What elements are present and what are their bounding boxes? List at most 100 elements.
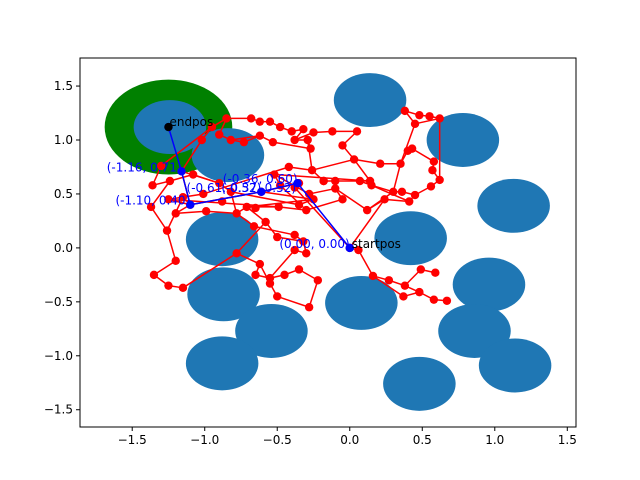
x-tick-label-3: 0.0 — [340, 433, 359, 447]
tree-node-79 — [416, 265, 426, 274]
tree-edge-83 — [153, 260, 177, 276]
tree-edge-5 — [180, 139, 203, 172]
tree-node-69 — [400, 106, 410, 116]
y-tick-label-4: 0.5 — [54, 187, 73, 201]
tree-node-50 — [302, 249, 311, 258]
tree-node-56 — [367, 181, 376, 190]
tree-node-52 — [302, 205, 311, 215]
y-tick-label-1: −1.0 — [44, 349, 73, 363]
tree-node-72 — [435, 114, 444, 123]
tree-node-32 — [299, 237, 308, 246]
x-tick-label-1: −1.0 — [190, 433, 219, 447]
tree-edge-31 — [411, 147, 435, 163]
tree-node-44 — [280, 270, 289, 280]
tree-node-83 — [442, 296, 452, 305]
plot-area — [104, 73, 552, 411]
tree-node-23 — [201, 207, 211, 216]
obstacle-0 — [333, 73, 407, 128]
endpos-label: endpos — [169, 115, 213, 129]
x-tick-label-0: −1.5 — [118, 433, 147, 447]
tree-node-24 — [165, 176, 175, 186]
tree-edge-133 — [334, 187, 368, 211]
x-tick-label-6: 1.5 — [558, 433, 577, 447]
tree-node-86 — [226, 135, 236, 145]
tree-node-87 — [215, 130, 224, 139]
tree-node-85 — [222, 114, 231, 123]
tree-node-77 — [384, 276, 394, 285]
path-point-4 — [177, 167, 186, 176]
tree-node-14 — [349, 155, 359, 164]
tree-edge-102 — [366, 191, 394, 211]
tree-edge-60 — [206, 210, 237, 215]
tree-node-64 — [405, 197, 414, 206]
tree-node-99 — [188, 170, 198, 179]
x-tick-label-2: −0.5 — [263, 433, 292, 447]
obstacle-4 — [477, 178, 550, 233]
tree-node-30 — [261, 217, 270, 227]
tree-node-102 — [199, 189, 208, 199]
tree-node-17 — [307, 166, 317, 175]
tree-node-74 — [403, 146, 412, 155]
tree-node-76 — [368, 271, 378, 281]
tree-node-38 — [164, 281, 173, 290]
obstacle-9 — [325, 275, 398, 330]
tree-node-21 — [242, 202, 251, 212]
path-label-3: (-1.10, 0.40) — [115, 194, 190, 208]
tree-node-27 — [146, 202, 156, 212]
tree-node-65 — [380, 195, 389, 204]
path-label-1: (-0.36, 0.60) — [223, 172, 298, 186]
axes-frame — [79, 57, 577, 428]
end-marker — [164, 122, 173, 132]
obstacle-6 — [374, 211, 447, 266]
y-axis-ticks: −1.5 −1.0 −0.5 0.0 0.5 1.0 1.5 — [44, 79, 80, 417]
tree-node-92 — [287, 127, 296, 136]
tree-edge-21 — [353, 158, 371, 182]
x-tick-label-4: 0.5 — [413, 433, 432, 447]
tree-node-66 — [362, 205, 372, 215]
tree-node-62 — [428, 166, 437, 175]
tree-edge-119 — [261, 191, 314, 201]
tree-node-33 — [290, 230, 299, 240]
tree-edge-115 — [308, 187, 336, 195]
tree-node-42 — [251, 270, 260, 280]
tree-edge-55 — [150, 206, 168, 232]
tree-edge-98 — [349, 198, 386, 249]
tree-node-8 — [246, 114, 256, 123]
tree-edge-82 — [166, 230, 177, 262]
tree-node-106 — [331, 184, 340, 193]
tree-node-70 — [415, 110, 424, 120]
startpos-label: startpos — [352, 237, 401, 251]
tree-edge-131 — [306, 139, 313, 171]
tree-node-49 — [304, 303, 314, 312]
tree-edge-69 — [236, 252, 261, 265]
path-line — [167, 126, 351, 249]
tree-node-67 — [396, 159, 405, 168]
tree-edge-64 — [277, 236, 304, 243]
tree-edge-79 — [269, 249, 296, 279]
y-tick-label-3: 0.0 — [54, 241, 73, 255]
tree-node-39 — [178, 283, 188, 293]
tree-node-97 — [352, 127, 362, 136]
tree-node-25 — [148, 181, 157, 190]
tree-node-11 — [290, 135, 299, 145]
tree-node-89 — [255, 117, 265, 126]
tree-node-59 — [410, 190, 420, 200]
tree-node-37 — [149, 270, 159, 280]
tree-node-100 — [171, 209, 180, 218]
path-label-2: (-0.61, 0.52) — [187, 181, 262, 195]
tree-node-20 — [274, 202, 283, 212]
tree-node-54 — [331, 176, 340, 186]
tree-edge-93 — [372, 275, 404, 298]
tree-node-45 — [294, 265, 304, 274]
tree-edge-76 — [276, 295, 310, 308]
tree-node-31 — [273, 232, 282, 242]
obstacle-7 — [187, 267, 260, 322]
tree-node-96 — [338, 141, 347, 150]
tree-node-68 — [410, 119, 420, 129]
tree-node-55 — [355, 176, 365, 186]
tree-node-81 — [399, 292, 408, 301]
y-tick-label-5: 1.0 — [54, 133, 73, 147]
tree-node-98 — [215, 178, 224, 188]
x-axis-ticks: −1.5 −1.0 −0.5 0.0 0.5 1.0 1.5 — [118, 427, 577, 447]
